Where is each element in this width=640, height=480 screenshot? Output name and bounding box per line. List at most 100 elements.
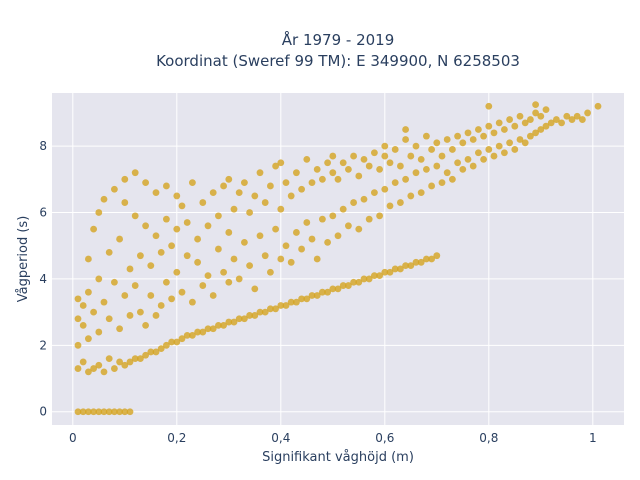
data-point [220, 182, 228, 190]
data-point [527, 132, 534, 140]
data-point [563, 112, 571, 120]
y-axis-ticks: 0 2 4 6 8 [39, 139, 47, 419]
data-point [168, 295, 176, 303]
data-point [142, 322, 150, 329]
data-point [189, 179, 196, 187]
data-point [241, 179, 248, 187]
data-point [355, 278, 363, 286]
data-point [428, 146, 435, 153]
data-point [532, 101, 539, 109]
data-point [261, 199, 269, 206]
data-point [293, 169, 300, 177]
data-point [116, 325, 123, 333]
data-point [407, 152, 415, 160]
data-point [79, 358, 87, 366]
data-point [469, 136, 477, 143]
data-point [90, 365, 97, 372]
data-point [126, 312, 134, 319]
x-tick-label: 0,6 [375, 431, 394, 445]
data-point [121, 292, 129, 299]
data-point [131, 355, 139, 362]
data-point [443, 136, 451, 143]
data-point [95, 361, 103, 369]
data-point [365, 275, 373, 283]
data-point [74, 295, 82, 303]
data-point [293, 229, 300, 236]
data-point [230, 318, 238, 326]
data-point [85, 408, 92, 416]
data-point [397, 199, 404, 206]
data-point [438, 179, 446, 187]
data-point [85, 255, 92, 263]
y-tick-label: 4 [39, 272, 47, 286]
x-tick-label: 0,4 [271, 431, 290, 445]
data-point [121, 361, 129, 369]
data-point [381, 152, 389, 160]
data-point [225, 229, 233, 236]
data-point [360, 275, 368, 283]
data-point [308, 179, 316, 187]
data-point [334, 285, 342, 293]
data-point [137, 252, 144, 260]
data-point [152, 348, 160, 356]
data-point [376, 212, 383, 220]
data-point [298, 185, 305, 193]
data-point [204, 325, 212, 333]
data-point [220, 322, 228, 329]
data-point [277, 205, 285, 213]
data-point [345, 282, 352, 289]
data-point [74, 365, 82, 372]
data-point [111, 365, 118, 372]
data-point [350, 278, 357, 286]
data-point [391, 265, 399, 273]
data-point [251, 192, 259, 200]
data-point [173, 192, 181, 200]
data-point [178, 335, 186, 343]
data-point [183, 331, 191, 339]
data-point [480, 132, 487, 140]
data-point [485, 122, 493, 130]
data-point [142, 222, 150, 230]
data-point [121, 199, 129, 206]
data-point [423, 132, 430, 140]
data-point [189, 331, 196, 339]
data-point [246, 262, 254, 270]
data-point [85, 288, 92, 296]
data-point [293, 298, 300, 306]
data-point [339, 282, 347, 289]
data-point [412, 142, 420, 150]
data-point [532, 109, 539, 117]
data-point [241, 239, 248, 246]
data-point [277, 302, 285, 309]
data-point [251, 285, 259, 293]
data-point [324, 288, 331, 296]
data-point [594, 102, 602, 110]
data-point [152, 189, 160, 197]
data-point [256, 232, 264, 240]
data-point [194, 258, 202, 266]
data-point [235, 275, 243, 283]
data-point [313, 255, 321, 263]
data-point [126, 408, 134, 416]
data-point [79, 408, 87, 416]
data-point [303, 156, 311, 163]
data-point [511, 122, 519, 130]
data-point [147, 348, 155, 356]
data-point [329, 169, 337, 177]
data-point [215, 245, 222, 253]
data-point [251, 312, 259, 319]
data-point [485, 102, 493, 110]
data-point [475, 149, 482, 157]
data-point [74, 315, 82, 323]
data-point [168, 338, 176, 346]
data-point [308, 235, 316, 243]
data-point [267, 305, 274, 313]
data-point [449, 175, 456, 183]
data-point [537, 126, 545, 133]
data-point [495, 119, 503, 127]
data-point [79, 302, 87, 309]
data-point [173, 268, 181, 276]
data-point [568, 116, 576, 123]
data-point [246, 209, 254, 216]
data-point [147, 262, 155, 270]
